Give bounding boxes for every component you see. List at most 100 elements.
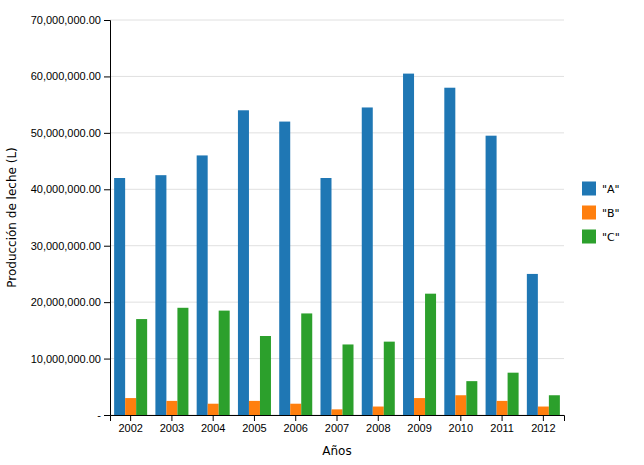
x-tick-label: 2006 <box>283 422 307 434</box>
x-tick-mark <box>171 415 172 421</box>
bar <box>538 407 549 415</box>
bar <box>425 294 436 415</box>
x-axis: 2002 2003 2004 2005 2006 2007 2008 2009 2010 2011… <box>111 415 565 434</box>
x-tick-mark <box>502 415 503 421</box>
x-tick-mark <box>213 415 214 421</box>
bar <box>125 398 136 415</box>
legend-item: "A" <box>582 182 620 196</box>
bar <box>384 342 395 415</box>
y-tick-label: 20,000,000.00 <box>31 296 101 308</box>
x-tick-label: 2011 <box>490 422 514 434</box>
legend-item: "B" <box>582 206 620 220</box>
bar <box>455 395 466 415</box>
y-tick: 70,000,000.00 <box>31 14 110 26</box>
bar <box>301 313 312 415</box>
x-tick-label: 2002 <box>118 422 142 434</box>
x-tick-mark <box>460 415 461 421</box>
y-tick: 50,000,000.00 <box>31 127 110 139</box>
series <box>114 74 538 415</box>
x-tick-label: 2008 <box>366 422 390 434</box>
y-tick-mark <box>104 302 110 303</box>
y-tick-label: 60,000,000.00 <box>31 70 101 82</box>
x-axis-line <box>111 416 565 422</box>
bar <box>290 404 301 415</box>
y-tick-mark <box>104 189 110 190</box>
x-tick: 2007 <box>325 415 349 434</box>
bar <box>444 88 455 415</box>
y-tick: 40,000,000.00 <box>31 183 110 195</box>
bar <box>466 381 477 415</box>
bar <box>549 395 560 415</box>
bar <box>166 401 177 415</box>
y-axis-title: Producción de leche (L) <box>5 147 19 288</box>
bar <box>331 409 342 415</box>
bar <box>497 401 508 415</box>
x-tick-label: 2004 <box>201 422 225 434</box>
x-tick-mark <box>130 415 131 421</box>
y-tick-mark <box>104 133 110 134</box>
bar <box>219 311 230 415</box>
bar <box>177 308 188 415</box>
bar <box>136 319 147 415</box>
y-tick: 30,000,000.00 <box>31 240 110 252</box>
bar <box>238 110 249 415</box>
y-tick-label: - <box>94 409 101 421</box>
x-tick: 2003 <box>160 415 184 434</box>
legend-label: "A" <box>602 183 620 196</box>
y-tick: 60,000,000.00 <box>31 70 110 82</box>
chart: 2002 2003 2004 2005 2006 2007 2008 2009 2010 2011… <box>0 0 644 465</box>
legend-label: "C" <box>602 231 620 244</box>
bar <box>527 274 538 415</box>
y-tick-label: 10,000,000.00 <box>31 353 101 365</box>
legend-label: "B" <box>602 207 620 220</box>
plot: 2002 2003 2004 2005 2006 2007 2008 2009 2010 2011… <box>5 14 620 458</box>
grid-line <box>110 20 564 21</box>
x-tick-label: 2003 <box>160 422 184 434</box>
y-tick-mark <box>104 20 110 21</box>
x-tick-mark <box>295 415 296 421</box>
y-tick-mark <box>104 359 110 360</box>
y-tick-label: 70,000,000.00 <box>31 14 101 26</box>
y-tick: 10,000,000.00 <box>31 353 110 365</box>
y-tick-label: 40,000,000.00 <box>31 183 101 195</box>
bar <box>320 178 331 415</box>
bar <box>362 107 373 415</box>
x-tick: 2011 <box>490 415 514 434</box>
y-axis: - 10,000,000.00 20,000,000.00 30,000,000.00… <box>31 14 111 421</box>
bar <box>508 373 519 415</box>
x-tick: 2006 <box>283 415 307 434</box>
bar <box>373 407 384 415</box>
bar <box>114 178 125 415</box>
legend-swatch <box>582 182 596 196</box>
bars <box>114 74 560 415</box>
y-tick-label: 50,000,000.00 <box>31 127 101 139</box>
x-tick: 2010 <box>449 415 473 434</box>
bar <box>155 175 166 415</box>
x-tick-mark <box>254 415 255 421</box>
x-tick-label: 2007 <box>325 422 349 434</box>
y-tick-mark <box>104 415 110 416</box>
x-tick: 2005 <box>242 415 266 434</box>
legend-item: "C" <box>582 230 620 244</box>
x-tick-label: 2012 <box>531 422 555 434</box>
legend: "A" "B" "C" <box>582 182 620 244</box>
x-tick-mark <box>337 415 338 421</box>
y-tick-label: 30,000,000.00 <box>31 240 101 252</box>
x-tick: 2008 <box>366 415 390 434</box>
bar <box>403 74 414 415</box>
x-tick-label: 2009 <box>407 422 431 434</box>
x-tick-label: 2005 <box>242 422 266 434</box>
y-tick: 20,000,000.00 <box>31 296 110 308</box>
bar <box>279 122 290 415</box>
grid-line <box>110 76 564 77</box>
legend-swatch <box>582 230 596 244</box>
y-tick-mark <box>104 246 110 247</box>
x-tick-mark <box>378 415 379 421</box>
bar <box>249 401 260 415</box>
y-tick: - <box>94 409 110 421</box>
x-axis-title: Años <box>322 444 351 458</box>
bar <box>208 404 219 415</box>
bar <box>486 136 497 415</box>
grid <box>110 20 564 415</box>
y-axis-line <box>104 21 111 416</box>
